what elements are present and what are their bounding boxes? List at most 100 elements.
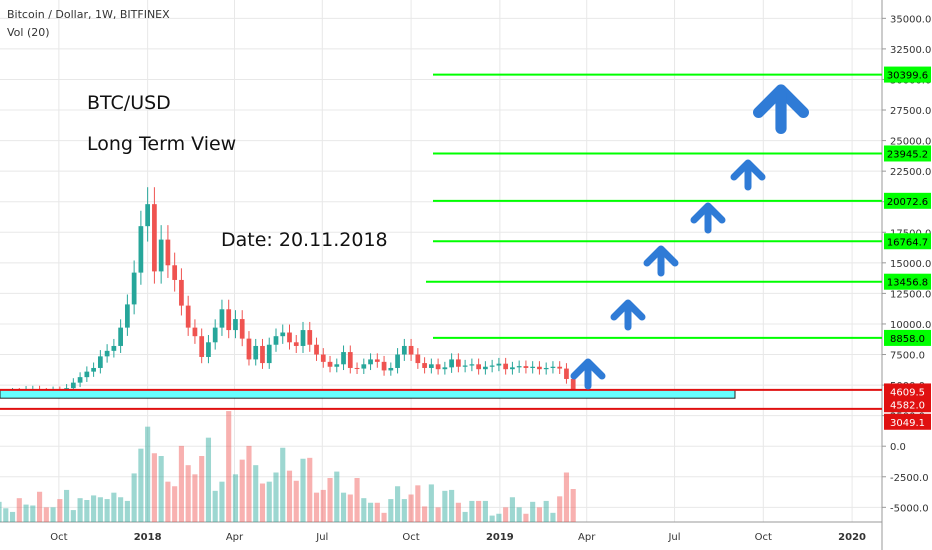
volume-bar: [64, 489, 70, 522]
volume-bar: [3, 508, 9, 522]
level-price-tag: 8858.0: [890, 334, 925, 345]
zone-top-price-tag-bg: [884, 383, 931, 400]
candle-body: [145, 204, 151, 227]
volume-bar: [503, 507, 509, 522]
time-tick-label: Apr: [226, 532, 244, 543]
volume-bar: [246, 445, 252, 522]
volume-bar: [442, 490, 448, 522]
volume-bar: [523, 513, 529, 522]
volume-bar: [570, 489, 576, 522]
volume-bar: [145, 426, 151, 522]
volume-bar: [280, 447, 286, 522]
candle-body: [239, 319, 245, 339]
volume-bar: [111, 492, 117, 522]
volume-bar: [361, 498, 367, 522]
volume-bar: [36, 491, 43, 522]
volume-bar: [158, 456, 164, 522]
candle-body: [347, 352, 353, 368]
volume-bar: [97, 497, 103, 522]
volume-bar: [469, 500, 475, 522]
candle-body: [260, 345, 265, 364]
volume-bar: [212, 490, 218, 522]
candle-body: [408, 345, 414, 355]
time-tick-label: Apr: [578, 532, 596, 543]
candle-body: [125, 304, 130, 328]
candle-body: [456, 359, 461, 367]
candle-body: [401, 345, 407, 355]
candle-body: [152, 204, 157, 272]
up-arrow-icon: [752, 84, 810, 135]
level-price-tag: 16764.7: [887, 237, 928, 248]
time-tick-label: Jul: [667, 532, 680, 543]
candle-body: [219, 309, 225, 328]
candle-body: [523, 366, 529, 368]
level-price-tag: 13456.8: [887, 278, 928, 289]
date-annotation: Date: 20.11.2018: [221, 229, 388, 251]
volume-bar: [138, 448, 144, 522]
volume-bar: [374, 502, 380, 522]
candle-body: [131, 272, 137, 305]
volume-bar: [307, 457, 313, 522]
volume-bar: [266, 481, 272, 522]
volume-bar: [482, 500, 488, 522]
candle-body: [287, 332, 292, 343]
up-arrow-icon: [690, 202, 726, 234]
volume-bar: [320, 489, 326, 522]
volume-bar: [178, 445, 184, 522]
candle-body: [510, 367, 515, 370]
candle-body: [327, 361, 333, 367]
up-arrow-icon: [730, 159, 766, 191]
candle-body: [246, 338, 252, 360]
volume-bar: [131, 473, 137, 522]
volume-bar: [70, 510, 76, 522]
candle-body: [253, 345, 259, 360]
candle-body: [179, 279, 184, 306]
level-price-tag-bg: [884, 273, 931, 290]
volume-bar: [476, 500, 482, 522]
candle-body: [199, 336, 205, 357]
candle-body: [476, 364, 481, 370]
candle-body: [570, 378, 576, 390]
price-tick-label: -5000.0: [890, 503, 929, 514]
volume-bar: [381, 512, 387, 522]
candle-body: [77, 377, 83, 383]
candle-body: [361, 364, 367, 369]
price-tick-label: 7500.0: [890, 351, 925, 362]
volume-bar: [286, 470, 293, 522]
candle-body: [503, 363, 509, 370]
volume-bar: [435, 507, 441, 522]
candle-body: [422, 363, 427, 368]
price-tick-label: 35000.0: [890, 14, 931, 25]
volume-bar: [509, 497, 515, 522]
candle-body: [212, 327, 218, 343]
volume-indicator-label[interactable]: Vol (20): [7, 26, 50, 39]
volume-bar: [232, 474, 239, 522]
candle-body: [516, 366, 522, 368]
zone-top-price-tag: 4609.5: [890, 387, 925, 398]
candle-body: [442, 367, 448, 370]
candle-body: [91, 367, 96, 372]
volume-bar: [334, 471, 340, 522]
volume-bar: [84, 500, 90, 522]
volume-bar: [327, 478, 333, 522]
zone-low-price-tag: 3049.1: [890, 418, 925, 429]
volume-bar: [557, 496, 563, 522]
volume-bar: [172, 486, 178, 522]
time-tick-label: 2020: [838, 532, 866, 543]
candle-body: [104, 350, 110, 357]
volume-bar: [50, 507, 56, 522]
level-price-tag-bg: [884, 145, 931, 162]
level-price-tag-bg: [884, 233, 931, 250]
candle-body: [530, 366, 536, 368]
chart-symbol-title: Bitcoin / Dollar, 1W, BITFINEX: [7, 8, 170, 21]
volume-bar: [313, 492, 320, 522]
zone-low-price-tag-bg: [884, 413, 931, 430]
candle-body: [354, 367, 360, 369]
volume-bar: [253, 465, 259, 522]
volume-bar: [293, 480, 299, 522]
volume-bar: [124, 500, 130, 522]
pair-annotation: BTC/USD: [87, 92, 171, 114]
volume-bar: [300, 458, 306, 522]
candle-body: [334, 364, 340, 367]
